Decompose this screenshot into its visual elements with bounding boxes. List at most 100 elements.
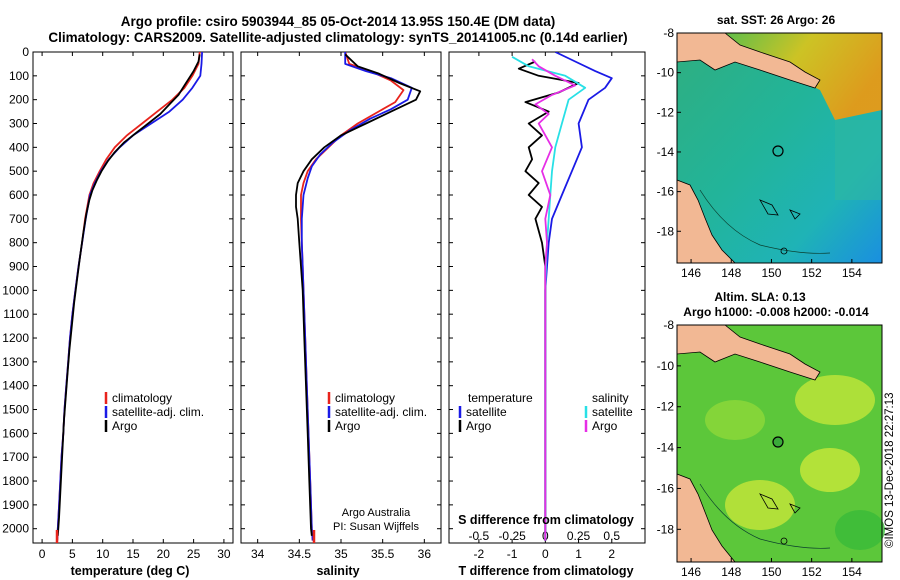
depth-tick-label: 1000 [2, 283, 29, 297]
legend-satellite: satellite-adj. clim. [335, 405, 427, 419]
x-tick-label: -2 [474, 547, 485, 561]
sla-argo-marker [772, 436, 784, 448]
map-lat-label: -10 [657, 359, 675, 373]
x-tick-label: 35.5 [371, 547, 395, 561]
sla-high [800, 448, 860, 492]
x-tick-label: 35 [334, 547, 348, 561]
credit-pi: PI: Susan Wijffels [333, 521, 419, 533]
sla-high [795, 375, 875, 425]
difference-series [511, 52, 613, 541]
x-tick-label: 0 [39, 547, 46, 561]
legend-t-satellite: satellite [466, 405, 507, 419]
sla-mid [705, 400, 765, 440]
sst-isobath [699, 189, 831, 254]
sla-map [676, 324, 885, 563]
s-difference-x-axis: -0.5 -0.25 0 0.25 0.5 [469, 529, 621, 543]
temperature-series [55, 52, 203, 543]
depth-tick-label: 100 [9, 69, 29, 83]
map-lon-label: 146 [681, 266, 701, 280]
sla-low [835, 510, 885, 550]
legend-argo: Argo [112, 419, 138, 433]
sst-map-axes: 146 148 150 152 154 -8 -10 -12 -14 -16 -18 [657, 26, 863, 280]
sla-island [780, 537, 788, 545]
s-diff-tick-label: -0.25 [498, 529, 526, 543]
salinity-legend: climatology satellite-adj. clim. Argo [327, 391, 427, 433]
depth-tick-label: 600 [9, 188, 29, 202]
s-diff-tick-label: 0.5 [603, 529, 620, 543]
depth-tick-label: 1200 [2, 331, 29, 345]
difference-panel [448, 51, 646, 544]
depth-tick-label: 400 [9, 140, 29, 154]
x-tick-label: 25 [187, 547, 201, 561]
depth-tick-label: 800 [9, 236, 29, 250]
x-tick-label: 5 [69, 547, 76, 561]
s-diff-tick-label: 0.25 [567, 529, 591, 543]
temperature-xlabel: temperature (deg C) [71, 564, 190, 578]
map-lat-label: -18 [657, 522, 675, 536]
map-lat-label: -16 [657, 185, 675, 199]
sst-patch [835, 120, 882, 200]
sla-isobath [699, 483, 831, 549]
map-lon-label: 152 [802, 266, 822, 280]
difference-legend-salinity: salinity satellite Argo [584, 391, 633, 433]
s-difference-xlabel: S difference from climatology [458, 513, 634, 527]
sst-island [780, 247, 788, 255]
s-diff-tick-label: -0.5 [469, 529, 490, 543]
sst-argo-marker [772, 145, 784, 157]
x-tick-label: 10 [96, 547, 110, 561]
depth-tick-label: 1400 [2, 379, 29, 393]
map-lon-label: 150 [761, 565, 781, 579]
x-tick-label: 34 [251, 547, 265, 561]
legend-s-argo: Argo [592, 419, 618, 433]
credit-argo-australia: Argo Australia [342, 507, 411, 519]
map-lon-label: 146 [681, 565, 701, 579]
map-lat-label: -8 [663, 26, 674, 40]
salinity-x-axis: 34 34.5 35 35.5 36 [251, 52, 431, 561]
sla-reefs [759, 493, 801, 514]
temperature-x-axis: 0 5 10 15 20 25 30 [39, 52, 231, 561]
figure-title-line2: Climatology: CARS2009. Satellite-adjuste… [48, 30, 627, 45]
map-lat-label: -10 [657, 66, 675, 80]
series-argo [295, 53, 422, 536]
depth-tick-label: 1500 [2, 403, 29, 417]
map-lon-label: 148 [721, 266, 741, 280]
figure-title-line1: Argo profile: csiro 5903944_85 05-Oct-20… [121, 14, 555, 29]
legend-satellite: satellite-adj. clim. [112, 405, 204, 419]
depth-axis: 0 100 200 300 400 500 600 700 800 900 1000 1100 1200… [2, 45, 645, 536]
legend-argo: Argo [335, 419, 361, 433]
depth-tick-label: 2000 [2, 522, 29, 536]
x-tick-label: -1 [507, 547, 518, 561]
map-lon-label: 152 [802, 565, 822, 579]
sla-map-title2: Argo h1000: -0.008 h2000: -0.014 [683, 305, 869, 319]
x-tick-label: 36 [418, 547, 432, 561]
sst-map [676, 32, 883, 264]
map-lat-label: -14 [657, 145, 675, 159]
temperature-legend: climatology satellite-adj. clim. Argo [104, 391, 204, 433]
depth-tick-label: 1300 [2, 355, 29, 369]
depth-tick-label: 1800 [2, 474, 29, 488]
depth-tick-label: 1700 [2, 450, 29, 464]
depth-tick-label: 1100 [3, 307, 29, 321]
depth-tick-label: 300 [9, 117, 29, 131]
map-lon-label: 154 [842, 266, 862, 280]
depth-tick-label: 700 [9, 212, 29, 226]
map-lon-label: 148 [721, 565, 741, 579]
map-lat-label: -12 [657, 105, 675, 119]
legend-salinity-heading: salinity [592, 391, 629, 405]
x-tick-label: 0 [542, 547, 549, 561]
map-lon-label: 154 [842, 565, 862, 579]
map-lat-label: -16 [657, 481, 675, 495]
salinity-panel [240, 51, 442, 544]
legend-s-satellite: satellite [592, 405, 633, 419]
map-lat-label: -12 [657, 400, 675, 414]
map-lat-label: -18 [657, 224, 675, 238]
x-tick-label: 2 [608, 547, 615, 561]
imos-credit: ©IMOS 13-Dec-2018 22:27:13 [884, 392, 896, 548]
depth-tick-label: 1900 [2, 498, 29, 512]
salinity-series [295, 52, 422, 543]
series-argo [56, 54, 201, 536]
depth-tick-label: 900 [9, 260, 29, 274]
x-tick-label: 30 [217, 547, 231, 561]
x-tick-label: 20 [157, 547, 171, 561]
